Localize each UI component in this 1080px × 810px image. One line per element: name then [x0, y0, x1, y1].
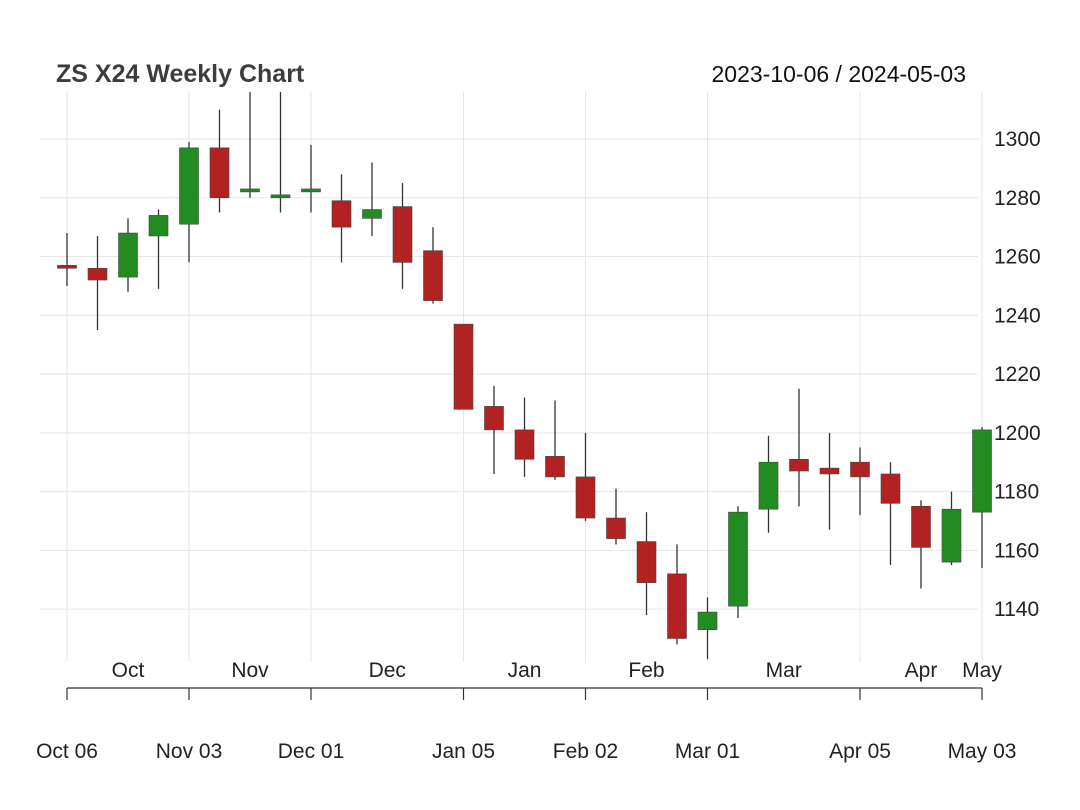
- candle-body-down: [57, 265, 77, 269]
- candle: [240, 92, 260, 198]
- y-tick-label: 1160: [994, 539, 1039, 562]
- candle: [301, 144, 321, 213]
- candle: [148, 209, 169, 289]
- x-tick-label: Apr 05: [829, 740, 891, 763]
- axis-layer: 1140 1160 1180 1200 1220 1240 1260 1280 1300 Oct N…: [36, 128, 1041, 763]
- candle-layer: [57, 92, 992, 660]
- y-tick-label: 1260: [994, 246, 1041, 269]
- candle-body-up: [941, 508, 962, 563]
- candle: [667, 544, 687, 645]
- candle: [362, 162, 382, 236]
- chart-title: ZS X24 Weekly Chart: [56, 60, 305, 88]
- candle-body-down: [484, 406, 504, 431]
- candle: [87, 235, 108, 330]
- candle-body-down: [453, 323, 474, 410]
- candle: [636, 512, 657, 615]
- x-tick-label: Mar 01: [675, 740, 740, 763]
- candle: [789, 388, 809, 507]
- x-tick-label: Dec 01: [278, 740, 345, 763]
- y-tick-label: 1300: [994, 128, 1041, 151]
- candle: [819, 432, 840, 530]
- x-tick-label: Feb 02: [553, 740, 618, 763]
- candle: [57, 233, 77, 286]
- month-label: Nov: [231, 659, 269, 682]
- candle-body-up: [301, 188, 321, 193]
- month-label: May: [962, 659, 1002, 682]
- candle-body-up: [240, 188, 260, 193]
- month-label: Feb: [628, 659, 664, 682]
- x-tick-label: Jan 05: [432, 740, 495, 763]
- candle-body-down: [575, 476, 596, 519]
- month-label: Mar: [766, 659, 802, 682]
- y-tick-label: 1140: [994, 598, 1039, 621]
- candle: [331, 174, 352, 263]
- candle: [118, 218, 138, 292]
- month-label: Jan: [508, 659, 542, 682]
- candle-body-up: [148, 215, 169, 237]
- candle: [179, 141, 199, 263]
- candle-body-down: [209, 147, 230, 199]
- candle: [911, 500, 931, 589]
- candle-body-up: [758, 461, 779, 510]
- candle-body-down: [545, 456, 565, 478]
- candle: [484, 385, 504, 474]
- candle: [392, 183, 413, 289]
- month-label: Oct: [112, 659, 145, 682]
- y-tick-label: 1180: [994, 481, 1039, 504]
- candle-body-down: [392, 206, 413, 263]
- candle: [453, 323, 474, 410]
- candle-body-down: [911, 505, 931, 548]
- date-range: 2023-10-06 / 2024-05-03: [712, 61, 966, 87]
- x-tick-label: Nov 03: [156, 740, 223, 763]
- candle-body-up: [179, 147, 199, 225]
- candle: [606, 488, 626, 545]
- candle: [575, 432, 596, 521]
- candle-body-down: [514, 429, 535, 460]
- candle-body-up: [972, 429, 992, 513]
- candle: [880, 462, 901, 566]
- candle: [423, 227, 443, 304]
- candle-body-down: [636, 541, 657, 583]
- candle: [758, 435, 779, 533]
- y-tick-label: 1220: [994, 363, 1041, 386]
- candle-body-down: [850, 461, 870, 478]
- candle-body-down: [880, 473, 901, 504]
- candle-body-up: [270, 194, 291, 199]
- x-tick-label: Oct 06: [36, 740, 98, 763]
- candle-body-down: [87, 267, 108, 281]
- month-label: Apr: [905, 659, 938, 682]
- candle: [728, 506, 748, 618]
- candle: [697, 597, 718, 660]
- candle-body-up: [362, 209, 382, 219]
- candle-body-down: [331, 200, 352, 228]
- y-tick-label: 1200: [994, 422, 1041, 445]
- candle-body-down: [819, 467, 840, 475]
- candle: [209, 109, 230, 213]
- month-label: Dec: [369, 659, 406, 682]
- candle: [514, 397, 535, 477]
- candle-body-up: [697, 611, 718, 630]
- candle: [941, 491, 962, 566]
- candle-body-down: [423, 250, 443, 301]
- candle: [545, 400, 565, 480]
- x-tick-label: May 03: [948, 740, 1017, 763]
- candle-body-down: [667, 573, 687, 639]
- candle: [270, 92, 291, 213]
- candle: [972, 426, 992, 568]
- candle-body-down: [789, 458, 809, 472]
- candle-body-down: [606, 517, 626, 539]
- candle-body-up: [728, 511, 748, 607]
- candle-body-up: [118, 232, 138, 278]
- y-tick-label: 1240: [994, 304, 1041, 327]
- candle: [850, 447, 870, 516]
- y-tick-label: 1280: [994, 187, 1041, 210]
